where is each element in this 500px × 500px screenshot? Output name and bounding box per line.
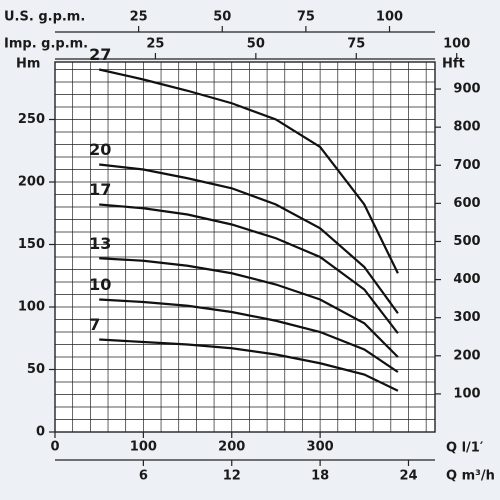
us-gpm-axis-label: U.S. g.p.m. <box>4 10 85 25</box>
x-tick-label: 50 <box>213 10 231 25</box>
x-tick-label: 25 <box>146 37 164 52</box>
y2-tick-label: 500 <box>453 234 480 249</box>
x-tick-label: 75 <box>347 37 365 52</box>
y2-tick-label: 700 <box>453 158 480 173</box>
y-tick-label: 50 <box>27 362 45 377</box>
plot-area <box>54 61 436 433</box>
y2-tick-label: 800 <box>453 120 480 135</box>
y-axis-label: Hm <box>16 57 40 72</box>
curve <box>99 298 399 373</box>
curve <box>98 68 399 274</box>
imp-gpm-axis-label: Imp. g.p.m. <box>4 37 88 52</box>
y-tick-label: 250 <box>18 112 45 127</box>
y2-tick-label: 600 <box>453 196 480 211</box>
x-tick-label: 75 <box>297 10 315 25</box>
curve <box>99 338 399 392</box>
curve-label: 20 <box>89 140 111 159</box>
x-tick-label: 24 <box>399 469 417 484</box>
x-tick-label: 200 <box>218 440 245 455</box>
y2-tick-label: 900 <box>453 82 480 97</box>
x-tick-label: 100 <box>443 37 470 52</box>
curve-label: 17 <box>89 180 111 199</box>
x-tick-label: 100 <box>130 440 157 455</box>
x-tick-label: 100 <box>376 10 403 25</box>
x2-axis-label: Q m³/h <box>446 469 495 484</box>
y-tick-label: 100 <box>18 300 45 315</box>
y2-tick-label: 100 <box>453 386 480 401</box>
curve-label: 27 <box>89 45 111 64</box>
y-tick-label: 150 <box>18 237 45 252</box>
curve <box>99 163 399 314</box>
curve-label: 13 <box>89 234 111 253</box>
y2-tick-label: 400 <box>453 272 480 287</box>
x-axis-label: Q l/1′ <box>446 441 484 456</box>
x-tick-label: 6 <box>139 469 148 484</box>
x-tick-label: 25 <box>130 10 148 25</box>
curve <box>99 257 399 358</box>
y-tick-label: 0 <box>36 425 45 440</box>
x-tick-label: 18 <box>311 469 329 484</box>
curve-label: 7 <box>89 315 100 334</box>
x-tick-label: 12 <box>223 469 241 484</box>
y2-axis-label: Hft <box>442 57 465 72</box>
x-tick-label: 300 <box>307 440 334 455</box>
x-tick-label: 0 <box>50 440 59 455</box>
y-tick-label: 200 <box>18 175 45 190</box>
curve <box>99 203 399 334</box>
x-tick-label: 50 <box>247 37 265 52</box>
y2-tick-label: 200 <box>453 348 480 363</box>
curve-label: 10 <box>89 275 111 294</box>
y2-tick-label: 300 <box>453 310 480 325</box>
